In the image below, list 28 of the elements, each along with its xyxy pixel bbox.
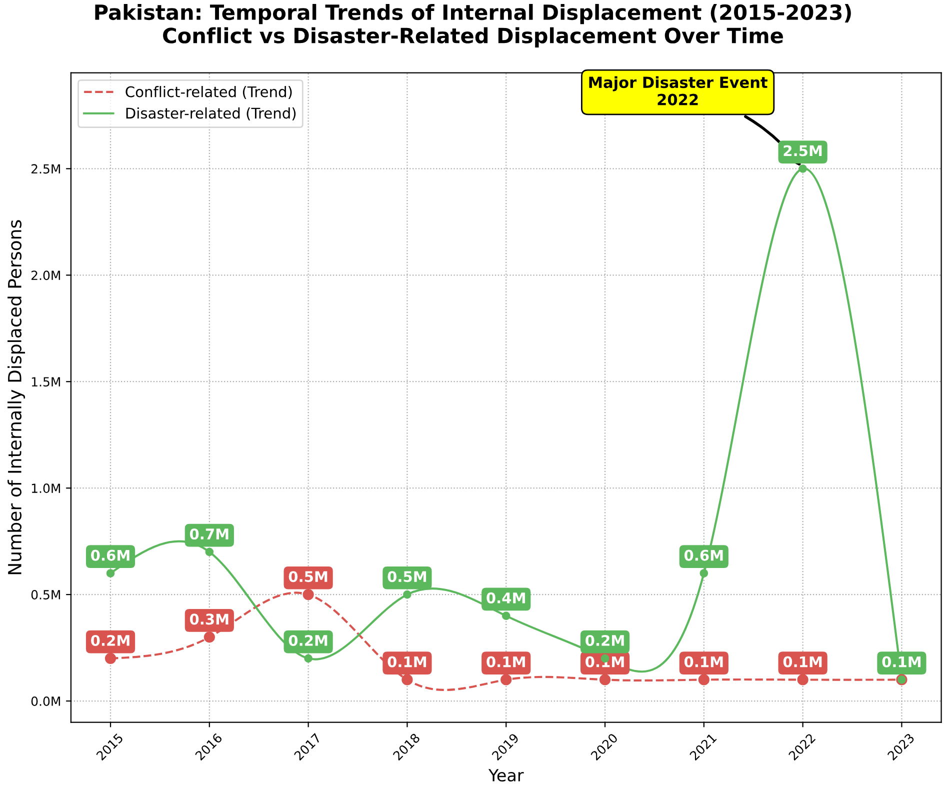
data-label: 0.1M bbox=[783, 656, 822, 668]
annotation: Major Disaster Event 2022 bbox=[589, 76, 768, 106]
y-tick-label: 2.0M bbox=[31, 270, 60, 280]
data-label: 0.5M bbox=[388, 571, 426, 582]
y-tick-label: 0.0M bbox=[31, 696, 60, 706]
data-label: 0.2M bbox=[288, 634, 328, 646]
data-label: 2.5M bbox=[784, 145, 822, 156]
legend-label: Disaster-related (Trend) bbox=[126, 107, 296, 120]
legend-label: Conflict-related (Trend) bbox=[126, 86, 292, 99]
data-label: 0.6M bbox=[684, 550, 723, 561]
data-label: 0.6M bbox=[91, 550, 130, 561]
data-label: 0.7M bbox=[190, 528, 228, 540]
data-label: 0.2M bbox=[586, 634, 624, 646]
x-axis-title: Year bbox=[488, 769, 524, 782]
data-label: 0.3M bbox=[190, 614, 228, 625]
data-label: 0.4M bbox=[486, 592, 525, 604]
y-tick-label: 2.5M bbox=[31, 164, 60, 174]
y-tick-label: 1.5M bbox=[32, 377, 60, 387]
y-tick-label: 0.5M bbox=[31, 590, 60, 600]
data-label: 0.1M bbox=[882, 656, 921, 668]
data-label: 0.1M bbox=[388, 656, 426, 668]
chart-title: Pakistan: Temporal Trends of Internal Displacement (2015-2023) Conflict vs Disaster-Related Displacement Over Time bbox=[95, 4, 851, 48]
y-axis-title: Number of Internally Displaced Persons bbox=[8, 220, 26, 574]
y-tick-label: 1.0M bbox=[32, 484, 60, 494]
data-label: 0.2M bbox=[91, 634, 130, 646]
data-label: 0.1M bbox=[486, 656, 525, 668]
data-label: 0.5M bbox=[288, 571, 328, 582]
data-label: 0.1M bbox=[684, 656, 723, 668]
